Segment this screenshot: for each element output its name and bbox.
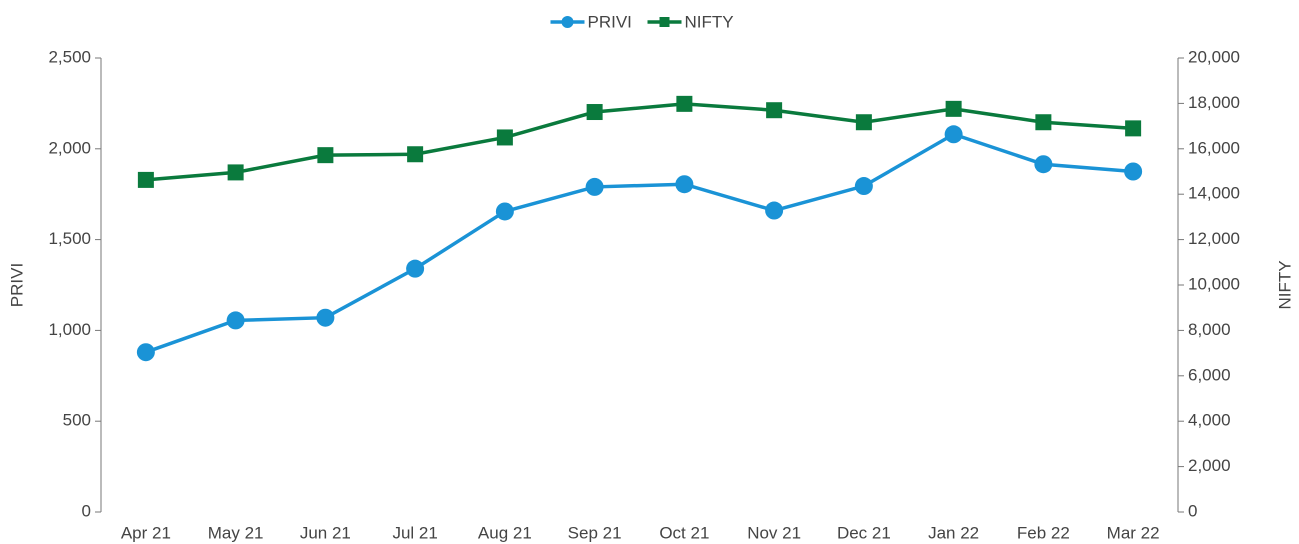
series-line — [145, 102, 1134, 182]
data-point — [1035, 114, 1052, 131]
y2-tick-label: 16,000 — [1188, 138, 1240, 157]
legend-label: PRIVI — [588, 12, 632, 31]
x-tick-label: Sep 21 — [568, 523, 622, 542]
data-point — [855, 114, 872, 131]
x-tick-label: Jan 22 — [928, 523, 979, 542]
data-point — [1125, 120, 1142, 137]
y-axis-title: PRIVI — [7, 263, 26, 307]
y2-axis-title: NIFTY — [1275, 260, 1294, 309]
data-point — [136, 343, 155, 362]
y2-tick-label: 2,000 — [1188, 456, 1231, 475]
data-point — [406, 259, 425, 278]
data-point — [585, 177, 604, 196]
y2-tick-label: 18,000 — [1188, 93, 1240, 112]
data-point — [676, 95, 693, 112]
y-tick-label: 0 — [82, 501, 91, 520]
x-tick-label: Jun 21 — [300, 523, 351, 542]
y2-tick-label: 14,000 — [1188, 184, 1240, 203]
data-point — [226, 311, 245, 330]
y-tick-label: 2,000 — [48, 138, 91, 157]
series-line — [145, 132, 1134, 354]
data-point — [675, 175, 694, 194]
legend-swatch-marker — [659, 17, 670, 27]
data-point — [944, 125, 963, 144]
y-tick-label: 500 — [63, 411, 91, 430]
legend-swatch-marker — [561, 16, 574, 28]
data-point — [765, 201, 784, 220]
data-point — [137, 171, 154, 188]
data-point — [1124, 162, 1143, 181]
legend-label: NIFTY — [685, 12, 734, 31]
data-point — [407, 146, 424, 163]
y2-tick-label: 4,000 — [1188, 411, 1231, 430]
x-tick-label: Apr 21 — [121, 523, 171, 542]
x-tick-label: Feb 22 — [1017, 523, 1070, 542]
x-tick-label: Nov 21 — [747, 523, 801, 542]
y-tick-label: 1,000 — [48, 320, 91, 339]
x-tick-label: Dec 21 — [837, 523, 891, 542]
x-tick-label: May 21 — [208, 523, 264, 542]
x-tick-label: Aug 21 — [478, 523, 532, 542]
data-point — [945, 100, 962, 117]
y2-tick-label: 8,000 — [1188, 320, 1231, 339]
data-point — [227, 164, 244, 181]
x-tick-label: Mar 22 — [1107, 523, 1160, 542]
y2-tick-label: 10,000 — [1188, 274, 1240, 293]
data-point — [854, 177, 873, 196]
data-point — [316, 308, 335, 327]
y2-tick-label: 12,000 — [1188, 229, 1240, 248]
data-point — [496, 129, 513, 146]
y2-tick-label: 0 — [1188, 501, 1197, 520]
data-point — [1034, 155, 1053, 174]
x-tick-label: Jul 21 — [392, 523, 437, 542]
y2-tick-label: 20,000 — [1188, 47, 1240, 66]
data-point — [586, 104, 603, 121]
y2-tick-label: 6,000 — [1188, 365, 1231, 384]
data-point — [495, 202, 514, 221]
y-tick-label: 2,500 — [48, 47, 91, 66]
data-point — [317, 147, 334, 164]
data-point — [766, 102, 783, 119]
x-tick-label: Oct 21 — [659, 523, 709, 542]
y-tick-label: 1,500 — [48, 229, 91, 248]
